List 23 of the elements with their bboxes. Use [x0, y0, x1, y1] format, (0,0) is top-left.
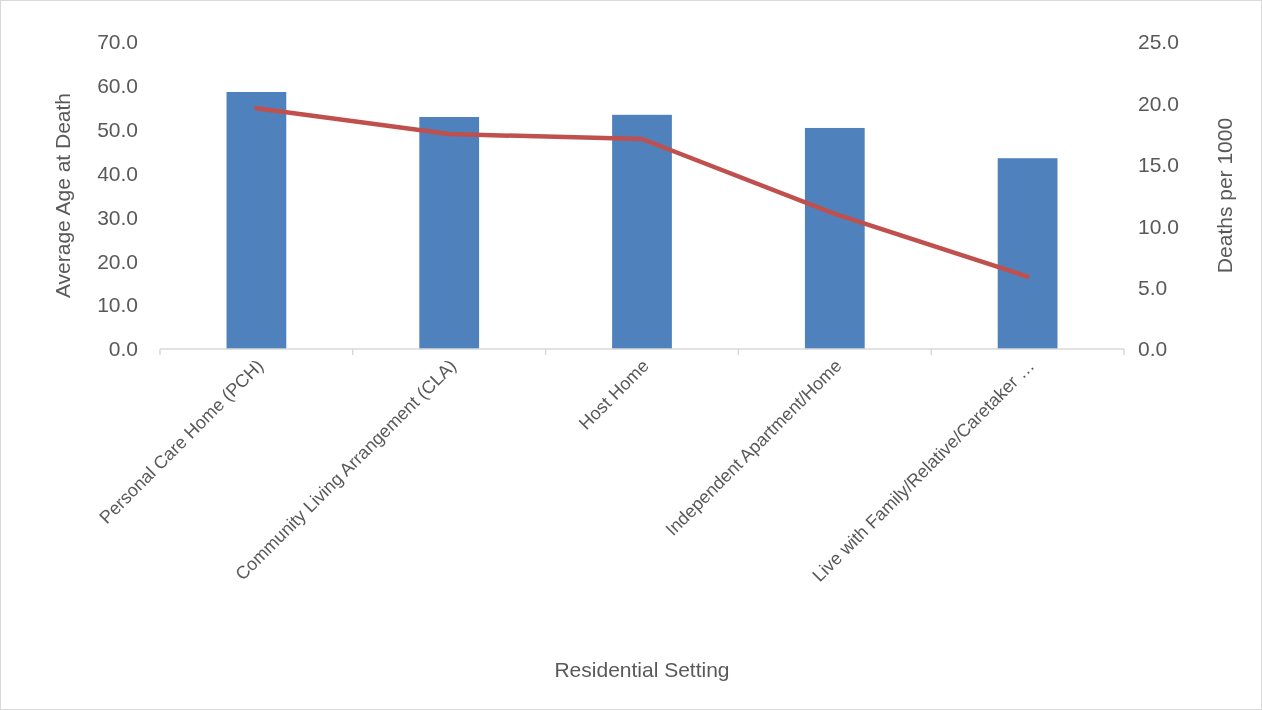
- y2-tick-label: 0.0: [1138, 337, 1168, 361]
- y-axis-title: Average Age at Death: [51, 92, 74, 299]
- y-tick-label: 70.0: [97, 30, 138, 54]
- y-tick-label: 30.0: [97, 205, 138, 229]
- y-tick-label: 20.0: [97, 249, 138, 273]
- x-axis-title: Residential Setting: [554, 658, 730, 681]
- bar: [226, 92, 287, 349]
- y-tick-label: 10.0: [97, 293, 138, 317]
- bar: [612, 114, 672, 349]
- bar: [419, 117, 480, 349]
- y-tick-label: 40.0: [97, 161, 138, 185]
- y2-tick-label: 20.0: [1138, 91, 1179, 115]
- y2-tick-label: 10.0: [1138, 214, 1179, 238]
- y-tick-label: 60.0: [97, 74, 138, 98]
- y2-tick-label: 5.0: [1138, 275, 1168, 299]
- line-series: [254, 106, 1030, 279]
- y-tick-label: 50.0: [97, 118, 138, 142]
- y2-axis-title: Deaths per 1000: [1213, 117, 1236, 274]
- bar: [804, 127, 865, 349]
- y-tick-label: 0.0: [108, 337, 138, 361]
- y2-tick-label: 25.0: [1138, 30, 1179, 54]
- y2-tick-label: 15.0: [1138, 153, 1179, 177]
- bar: [997, 158, 1058, 349]
